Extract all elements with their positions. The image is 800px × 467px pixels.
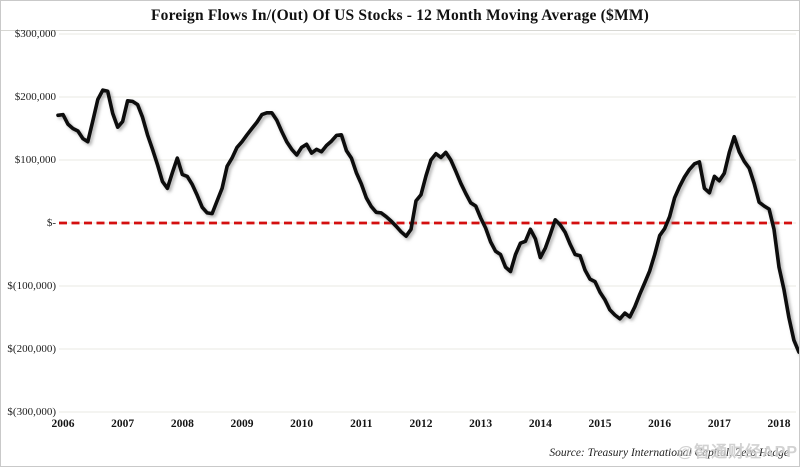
y-tick-label: $(200,000) bbox=[7, 343, 56, 355]
x-tick-label: 2006 bbox=[51, 418, 75, 430]
x-tick-label: 2014 bbox=[528, 418, 552, 430]
x-tick-label: 2018 bbox=[767, 418, 791, 430]
flows-series-line bbox=[56, 88, 799, 354]
x-tick-label: 2017 bbox=[707, 418, 731, 430]
y-tick-label: $200,000 bbox=[14, 91, 56, 103]
x-tick-label: 2007 bbox=[111, 418, 135, 430]
x-tick-label: 2012 bbox=[409, 418, 433, 430]
source-note: Source: Treasury International Capital, … bbox=[549, 447, 789, 459]
x-tick-label: 2013 bbox=[469, 418, 493, 430]
y-tick-label: $100,000 bbox=[14, 154, 56, 166]
x-tick-label: 2015 bbox=[588, 418, 612, 430]
y-tick-label: $(100,000) bbox=[7, 280, 56, 292]
y-tick-label: $300,000 bbox=[14, 28, 56, 40]
x-tick-label: 2016 bbox=[648, 418, 672, 430]
x-tick-label: 2010 bbox=[290, 418, 314, 430]
x-tick-label: 2011 bbox=[350, 418, 373, 430]
x-tick-label: 2009 bbox=[230, 418, 254, 430]
watermark: @智通财经APP bbox=[677, 444, 798, 461]
y-tick-label: $(300,000) bbox=[7, 406, 56, 418]
y-tick-label: $- bbox=[46, 217, 56, 229]
chart-title: Foreign Flows In/(Out) Of US Stocks - 12… bbox=[1, 1, 799, 31]
x-tick-label: 2008 bbox=[170, 418, 194, 430]
